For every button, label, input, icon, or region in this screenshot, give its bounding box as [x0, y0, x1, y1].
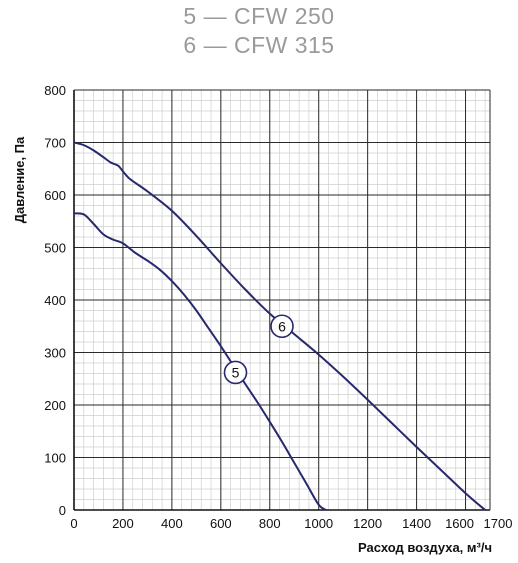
- series-label-6: 6: [278, 318, 286, 334]
- y-tick-label: 300: [44, 346, 66, 361]
- x-tick-label: 400: [161, 516, 183, 531]
- y-tick-label: 0: [59, 503, 66, 518]
- series-label-5: 5: [232, 364, 240, 380]
- x-tick-label: 1600: [445, 516, 474, 531]
- y-tick-label: 600: [44, 188, 66, 203]
- y-tick-label: 500: [44, 241, 66, 256]
- x-tick-label: 0: [70, 516, 77, 531]
- x-tick-label: 1200: [353, 516, 382, 531]
- y-tick-label: 700: [44, 136, 66, 151]
- series-marker-5: [223, 360, 248, 385]
- y-tick-label: 200: [44, 398, 66, 413]
- x-tick-labels: 0 200 400 600 800 1000 1200 1400 1600 1700: [70, 516, 512, 531]
- y-tick-label: 400: [44, 293, 66, 308]
- y-tick-label: 100: [44, 451, 66, 466]
- legend-item-5: 5 — CFW 250: [183, 3, 335, 29]
- x-tick-label: 1000: [304, 516, 333, 531]
- x-tick-label: 200: [112, 516, 134, 531]
- x-axis-title: Расход воздуха, м³/ч: [358, 540, 492, 555]
- curve-labels: 56: [223, 314, 294, 385]
- legend-item-6: 6 — CFW 315: [183, 32, 335, 58]
- series-marker-6: [270, 314, 294, 339]
- major-grid: [73, 89, 491, 511]
- y-axis-title: Давление, Па: [12, 136, 27, 223]
- y-tick-label: 800: [44, 83, 66, 98]
- x-tick-label: 1400: [402, 516, 431, 531]
- curves: [73, 141, 486, 511]
- y-tick-labels: 0 100 200 300 400 500 600 700 800: [44, 83, 66, 518]
- x-tick-label: 1700: [484, 516, 513, 531]
- series-line-5: [73, 212, 327, 511]
- x-tick-label: 800: [259, 516, 281, 531]
- x-tick-label: 600: [210, 516, 232, 531]
- series-line-6: [73, 141, 486, 511]
